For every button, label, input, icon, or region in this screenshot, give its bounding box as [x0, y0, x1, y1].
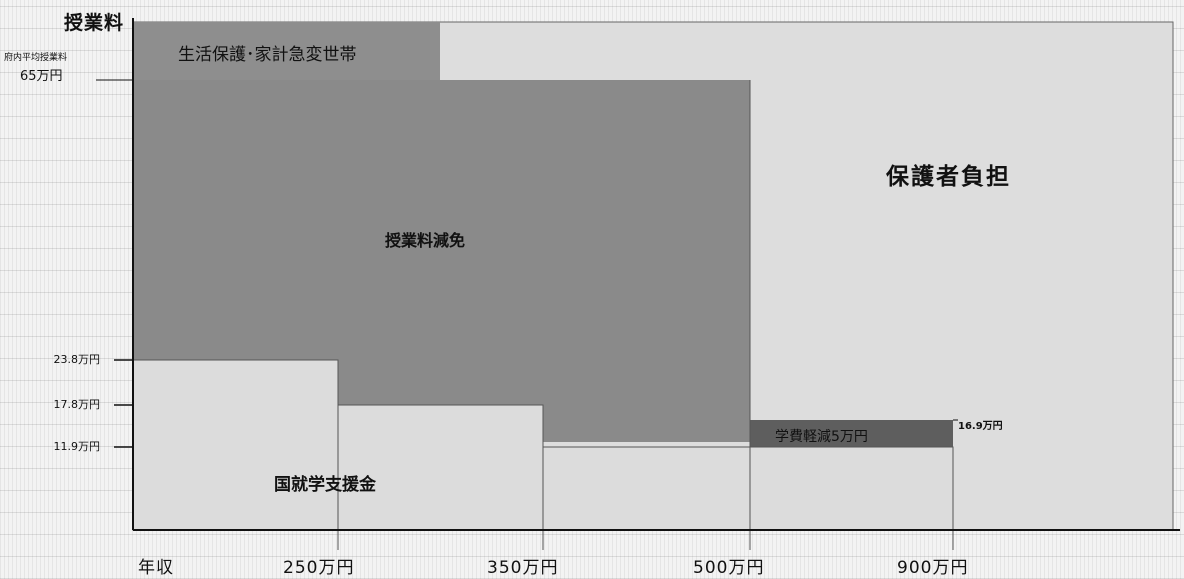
tuition-50k-reduction-band — [750, 420, 953, 447]
support-fund-label: 国就学支援金 — [274, 475, 376, 495]
tuition-reduction-label: 授業料減免 — [385, 231, 466, 250]
tuition-reduction-area-2 — [440, 80, 750, 442]
x-tick-label-900: 900万円 — [897, 558, 969, 578]
guardian-burden-label: 保護者負担 — [886, 164, 1011, 190]
welfare-households-label: 生活保護･家計急変世帯 — [178, 45, 357, 65]
y-axis-title: 授業料 — [64, 12, 125, 34]
y-avg-tuition-label: 府内平均授業料 — [4, 53, 68, 63]
tuition-50k-reduction-label: 学費軽減5万円 — [775, 429, 868, 445]
y-tick-label-238: 23.8万円 — [53, 353, 101, 366]
x-tick-label-350: 350万円 — [487, 558, 559, 578]
x-tick-label-250: 250万円 — [283, 558, 355, 578]
y-avg-tuition-value: 65万円 — [20, 69, 63, 84]
support-fund-step-3 — [543, 447, 953, 530]
support-fund-step-2 — [338, 405, 543, 530]
welfare-households-area — [133, 22, 440, 80]
band-top-value-label: 16.9万円 — [958, 421, 1003, 432]
support-fund-step-1 — [133, 360, 338, 530]
x-tick-label-500: 500万円 — [693, 558, 765, 578]
y-tick-label-119: 11.9万円 — [53, 440, 101, 453]
y-tick-label-178: 17.8万円 — [53, 398, 101, 411]
x-axis-title: 年収 — [138, 558, 174, 578]
